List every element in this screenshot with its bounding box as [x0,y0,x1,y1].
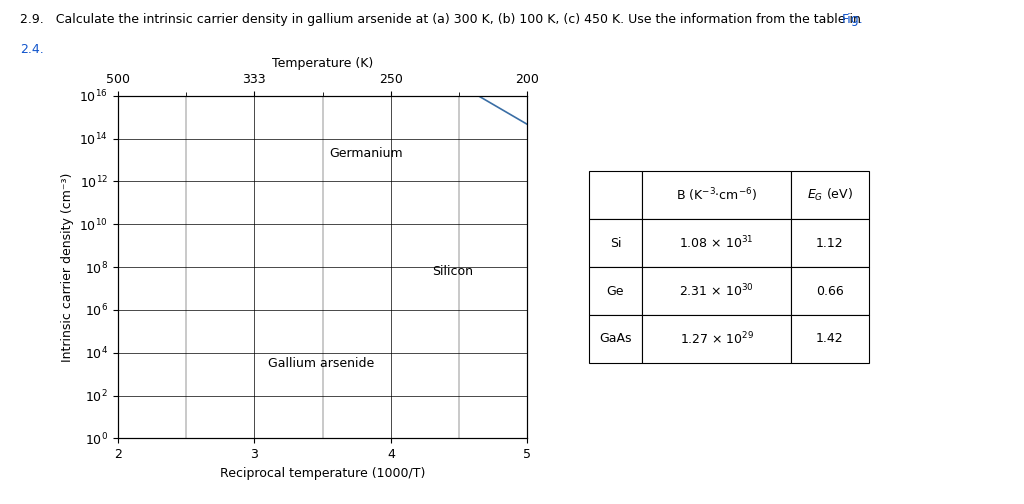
X-axis label: Temperature (K): Temperature (K) [272,57,373,71]
Text: Germanium: Germanium [330,147,403,160]
X-axis label: Reciprocal temperature (1000/T): Reciprocal temperature (1000/T) [220,467,425,480]
Text: Gallium arsenide: Gallium arsenide [268,357,374,370]
Text: 2.9.   Calculate the intrinsic carrier density in gallium arsenide at (a) 300 K,: 2.9. Calculate the intrinsic carrier den… [20,13,861,26]
Text: Silicon: Silicon [432,265,473,278]
Text: 2.4.: 2.4. [20,43,44,56]
Y-axis label: Intrinsic carrier density (cm⁻³): Intrinsic carrier density (cm⁻³) [60,172,74,362]
Text: Fig.: Fig. [842,13,863,26]
